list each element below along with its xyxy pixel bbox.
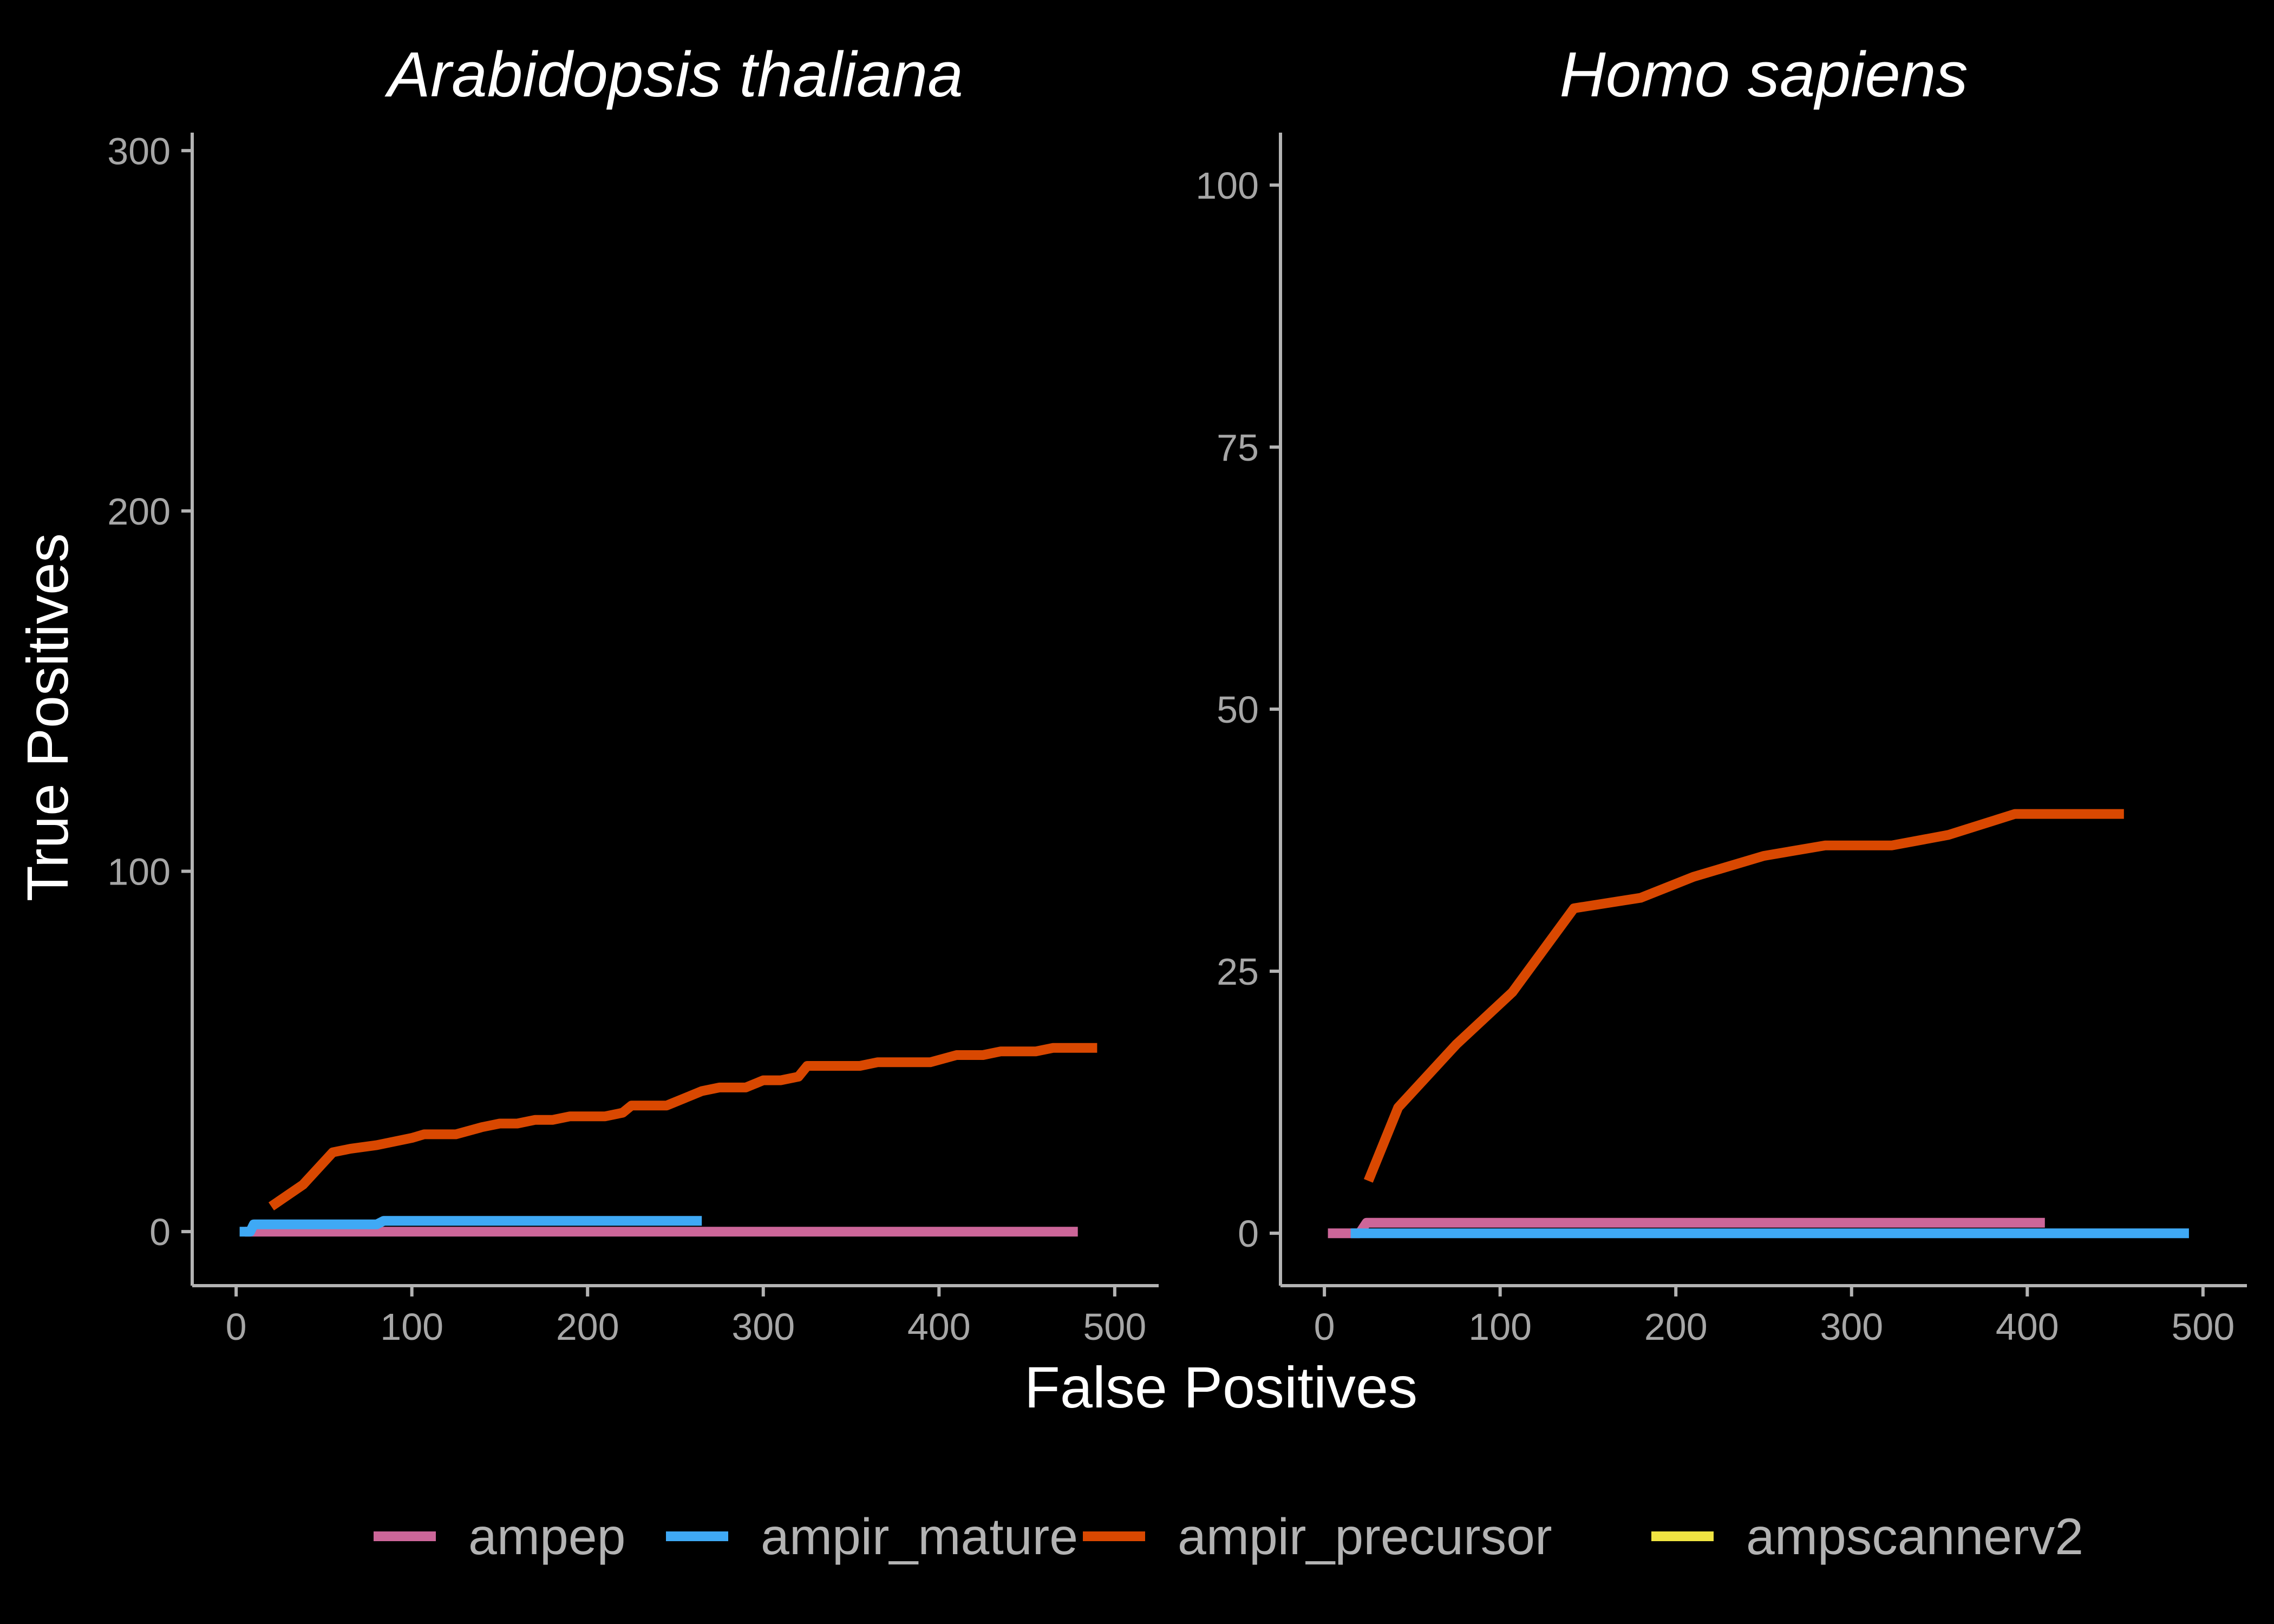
y-tick-label: 0 bbox=[1238, 1213, 1259, 1255]
panel-title: Arabidopsis thaliana bbox=[384, 39, 963, 110]
x-tick-label: 0 bbox=[226, 1306, 247, 1348]
x-tick-label: 400 bbox=[1996, 1306, 2059, 1348]
series-line-ampir_precursor bbox=[268, 1043, 1097, 1211]
legend: ampep ampir_mature ampir_precursor ampscann… bbox=[374, 1508, 2083, 1566]
x-tick-label: 200 bbox=[1644, 1306, 1708, 1348]
series-line-ampep bbox=[1328, 1217, 2045, 1239]
legend-label-ampir_mature: ampir_mature bbox=[761, 1508, 1078, 1566]
y-tick-label: 100 bbox=[1195, 165, 1259, 207]
y-axis-title: True Positives bbox=[15, 533, 80, 901]
y-tick-label: 50 bbox=[1217, 689, 1259, 731]
y-tick-label: 200 bbox=[107, 490, 171, 533]
y-tick-label: 300 bbox=[107, 130, 171, 172]
panel-2: Homo sapiens 0 100 200 300 400 500 0 25 50 75 100 bbox=[1195, 39, 2247, 1348]
y-tick-label: 100 bbox=[107, 851, 171, 893]
x-tick-label: 300 bbox=[1820, 1306, 1883, 1348]
x-tick-label: 0 bbox=[1314, 1306, 1335, 1348]
x-tick-label: 400 bbox=[907, 1306, 971, 1348]
x-tick-label: 300 bbox=[731, 1306, 795, 1348]
x-tick-label: 200 bbox=[556, 1306, 619, 1348]
series-line-ampir_precursor bbox=[1363, 809, 2124, 1183]
x-tick-label: 100 bbox=[380, 1306, 443, 1348]
panel-1: Arabidopsis thaliana 0 100 200 300 400 500 0 100… bbox=[107, 39, 1159, 1348]
legend-label-ampscannerv2: ampscannerv2 bbox=[1746, 1508, 2083, 1566]
x-axis-title: False Positives bbox=[1024, 1354, 1417, 1420]
x-tick-label: 100 bbox=[1468, 1306, 1532, 1348]
panel-title: Homo sapiens bbox=[1559, 39, 1968, 110]
x-tick-label: 500 bbox=[1083, 1306, 1146, 1348]
y-tick-label: 75 bbox=[1217, 427, 1259, 469]
legend-label-ampir_precursor: ampir_precursor bbox=[1178, 1508, 1552, 1566]
legend-label-ampep: ampep bbox=[468, 1508, 625, 1566]
series-line-ampir_mature bbox=[239, 1216, 702, 1237]
x-tick-label: 500 bbox=[2171, 1306, 2234, 1348]
y-tick-label: 0 bbox=[149, 1211, 171, 1253]
y-tick-label: 25 bbox=[1217, 951, 1259, 993]
